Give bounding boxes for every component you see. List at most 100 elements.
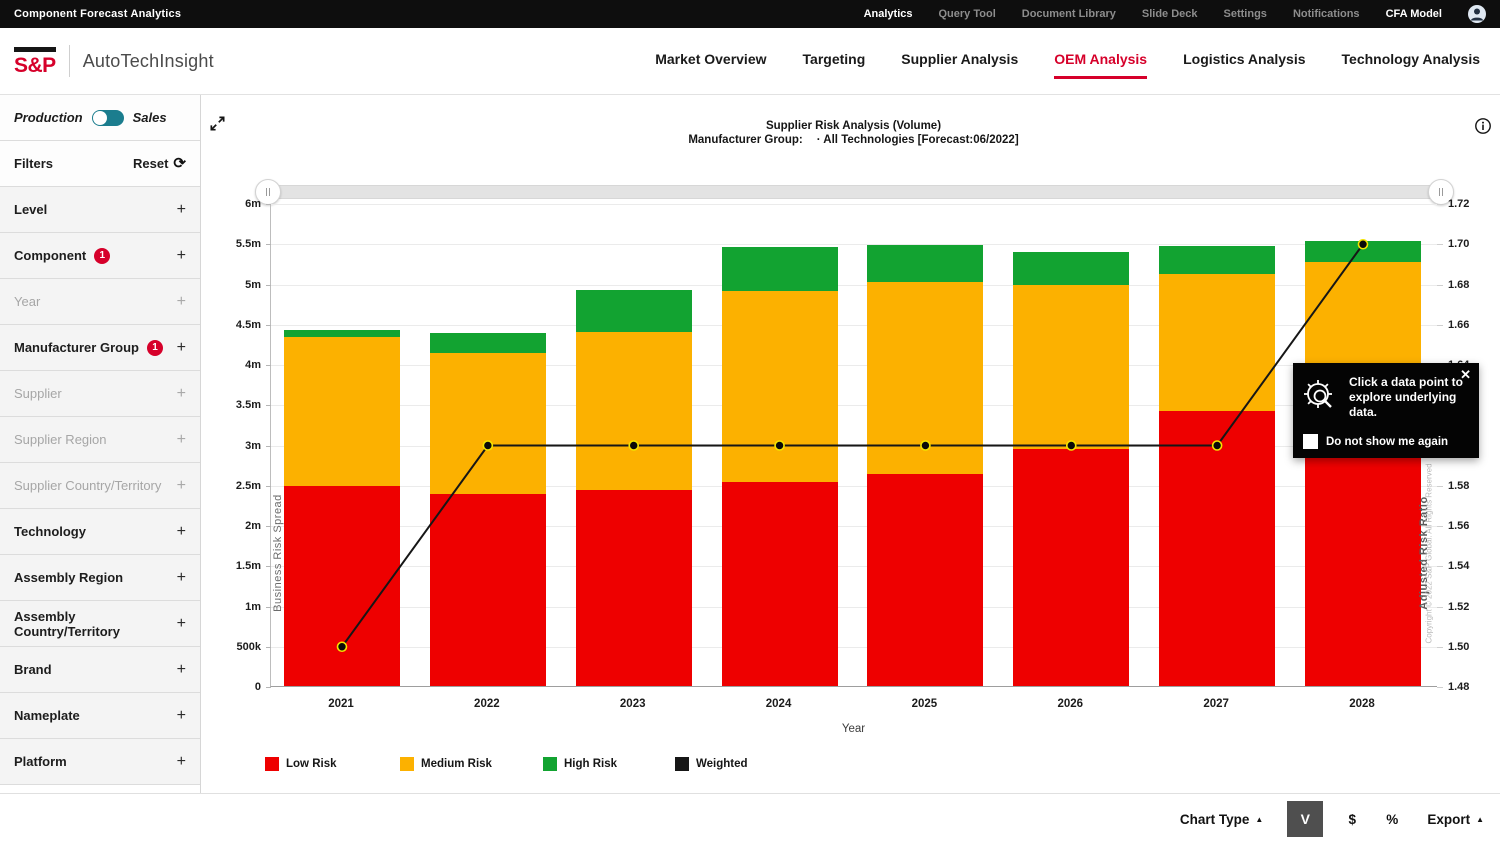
nav-item-market-overview[interactable]: Market Overview [655,51,767,67]
expand-plus-icon[interactable]: + [176,200,186,218]
sidebar-section-component[interactable]: Component 1 + [0,233,200,279]
gridline [271,405,1437,407]
sidebar-section-assembly-region[interactable]: Assembly Region + [0,555,200,601]
expand-plus-icon[interactable]: + [176,614,186,632]
bar-segment-medium-risk[interactable] [284,336,400,487]
bar-segment-low-risk[interactable] [1013,449,1130,686]
legend-item-weighted[interactable]: Weighted [675,757,748,771]
chart-type-dropdown[interactable]: Chart Type ▲ [1180,812,1263,827]
topmenu-item-query-tool[interactable]: Query Tool [938,8,996,20]
subtitle-value: · All Technologies [Forecast:06/2022] [816,134,1019,146]
bar-segment-medium-risk[interactable] [1159,273,1276,411]
expand-plus-icon[interactable]: + [176,246,186,264]
legend-item-high-risk[interactable]: High Risk [543,757,617,771]
bar-segment-high-risk[interactable] [1159,246,1276,274]
expand-plus-icon[interactable]: + [176,430,186,448]
expand-plus-icon[interactable]: + [176,706,186,724]
user-avatar[interactable] [1468,5,1486,23]
expand-plus-icon[interactable]: + [176,338,186,356]
bar-segment-low-risk[interactable] [284,486,400,686]
bar-segment-high-risk[interactable] [575,289,692,332]
sidebar-section-level[interactable]: Level + [0,187,200,233]
tooltip-close-icon[interactable]: ✕ [1460,367,1471,382]
bar-segment-medium-risk[interactable] [429,352,546,495]
right-tick-mark [1437,566,1443,568]
weighted-point-2028[interactable] [1357,238,1369,250]
bar-segment-high-risk[interactable] [429,332,546,353]
legend-item-low-risk[interactable]: Low Risk [265,757,336,771]
sidebar-section-technology[interactable]: Technology + [0,509,200,555]
sidebar-section-supplier-region[interactable]: Supplier Region + [0,417,200,463]
bar-segment-medium-risk[interactable] [575,331,692,491]
nav-item-logistics-analysis[interactable]: Logistics Analysis [1183,51,1306,67]
sidebar-section-supplier[interactable]: Supplier + [0,371,200,417]
left-tick-mark [266,365,271,366]
unit-button-volume[interactable]: V [1287,801,1324,837]
export-dropdown[interactable]: Export ▲ [1427,812,1484,827]
topmenu-item-document-library[interactable]: Document Library [1021,8,1116,20]
expand-plus-icon[interactable]: + [176,660,186,678]
weighted-point-2025[interactable] [920,440,931,451]
nav-item-targeting[interactable]: Targeting [802,51,866,67]
top-menu: Analytics Query Tool Document Library Slide… [864,5,1486,23]
nav-item-oem-analysis[interactable]: OEM Analysis [1054,51,1147,79]
expand-plus-icon[interactable]: + [176,568,186,586]
unit-button-value[interactable]: $ [1348,811,1357,827]
weighted-point-2026[interactable] [1065,440,1077,451]
topmenu-item-settings[interactable]: Settings [1223,8,1267,20]
sidebar-section-assembly-country-territory[interactable]: Assembly Country/Territory + [0,601,200,647]
sidebar-section-year[interactable]: Year + [0,279,200,325]
bar-segment-high-risk[interactable] [1013,252,1130,286]
stacked-bar-2024[interactable] [721,247,838,686]
sidebar-section-manufacturer-group[interactable]: Manufacturer Group 1 + [0,325,200,371]
bar-segment-low-risk[interactable] [867,474,984,686]
bar-segment-low-risk[interactable] [575,490,692,686]
stacked-bar-2026[interactable] [1013,252,1130,686]
bar-segment-high-risk[interactable] [1304,240,1421,262]
weighted-point-2027[interactable] [1211,440,1223,451]
stacked-bar-2023[interactable] [575,289,692,686]
tooltip-message: Click a data point to explore underlying… [1349,375,1464,419]
expand-plus-icon[interactable]: + [176,292,186,310]
sidebar-section-platform[interactable]: Platform + [0,739,200,785]
bar-segment-high-risk[interactable] [867,244,984,282]
bar-segment-low-risk[interactable] [429,494,546,686]
topmenu-item-notifications[interactable]: Notifications [1292,8,1360,20]
bar-segment-low-risk[interactable] [1159,410,1276,686]
hint-tooltip: ✕ Click a data point [1293,363,1479,458]
weighted-point-2024[interactable] [774,440,785,451]
do-not-show-checkbox[interactable] [1303,434,1318,449]
bar-segment-low-risk[interactable] [721,481,838,686]
weighted-point-2022[interactable] [482,440,494,451]
bar-segment-medium-risk[interactable] [1013,285,1130,450]
production-sales-switch[interactable] [91,109,124,126]
nav-item-supplier-analysis[interactable]: Supplier Analysis [901,51,1019,67]
expand-plus-icon[interactable]: + [176,476,186,494]
expand-plus-icon[interactable]: + [176,384,186,402]
stacked-bar-2027[interactable] [1159,246,1276,686]
weighted-point-2023[interactable] [628,440,640,451]
sidebar-section-brand[interactable]: Brand + [0,647,200,693]
info-button[interactable] [1474,117,1492,135]
nav-item-technology-analysis[interactable]: Technology Analysis [1341,51,1480,67]
topmenu-item-analytics[interactable]: Analytics [863,8,913,20]
section-label: Component [14,248,87,263]
expand-chart-button[interactable] [209,115,227,133]
chart-zoom-scrollbar[interactable] [268,185,1442,199]
expand-plus-icon[interactable]: + [176,522,186,540]
weighted-point-2021[interactable] [336,641,348,653]
production-sales-toggle-row: Production Sales [0,95,200,141]
legend-label: Weighted [696,758,748,770]
stacked-bar-2022[interactable] [429,332,546,686]
sidebar-section-supplier-country-territory[interactable]: Supplier Country/Territory + [0,463,200,509]
cfa-model-link[interactable]: CFA Model [1385,8,1442,20]
bar-segment-high-risk[interactable] [721,247,838,291]
stacked-bar-2021[interactable] [284,330,400,686]
sidebar-section-nameplate[interactable]: Nameplate + [0,693,200,739]
reset-filters-button[interactable]: Reset ⟳ [133,156,186,171]
topmenu-item-slide-deck[interactable]: Slide Deck [1141,8,1198,20]
unit-button-percent[interactable]: % [1386,811,1399,827]
expand-plus-icon[interactable]: + [176,752,186,770]
bar-segment-high-risk[interactable] [284,330,400,337]
legend-item-medium-risk[interactable]: Medium Risk [400,757,492,771]
